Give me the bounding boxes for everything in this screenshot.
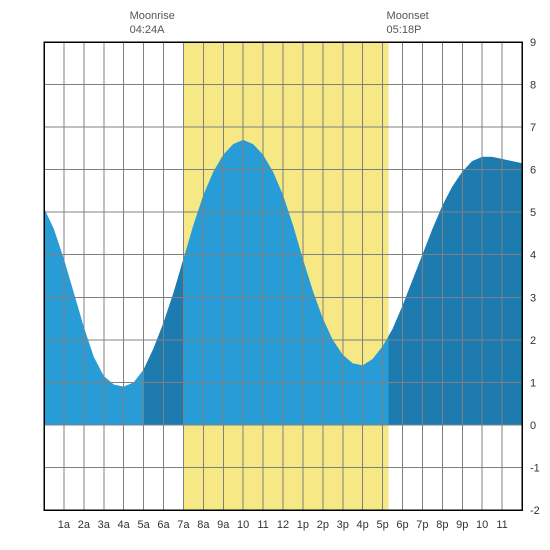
svg-text:6: 6 (530, 165, 536, 177)
svg-text:2a: 2a (78, 519, 91, 531)
svg-text:-1: -1 (530, 462, 540, 474)
svg-text:5a: 5a (137, 519, 150, 531)
svg-text:8p: 8p (436, 519, 448, 531)
svg-text:1p: 1p (297, 519, 309, 531)
svg-text:7: 7 (530, 122, 536, 134)
svg-text:1a: 1a (58, 519, 71, 531)
moonset-label: Moonset 05:18P (387, 10, 429, 38)
svg-text:-2: -2 (530, 505, 540, 517)
svg-text:5p: 5p (376, 519, 388, 531)
svg-text:9a: 9a (217, 519, 230, 531)
svg-text:8a: 8a (197, 519, 210, 531)
svg-text:4p: 4p (357, 519, 369, 531)
moonrise-label: Moonrise 04:24A (130, 10, 175, 38)
svg-text:11: 11 (257, 519, 268, 531)
svg-text:4a: 4a (118, 519, 131, 531)
svg-text:3: 3 (530, 292, 536, 304)
svg-text:9p: 9p (456, 519, 468, 531)
svg-text:10: 10 (476, 519, 488, 531)
svg-text:6a: 6a (157, 519, 170, 531)
svg-text:6p: 6p (396, 519, 408, 531)
svg-text:10: 10 (237, 519, 249, 531)
chart-svg: -2-101234567891a2a3a4a5a6a7a8a9a1011121p… (0, 0, 550, 550)
svg-text:2p: 2p (317, 519, 329, 531)
svg-text:2: 2 (530, 335, 536, 347)
moonset-text: Moonset (387, 10, 429, 24)
svg-text:7p: 7p (416, 519, 428, 531)
svg-text:12: 12 (277, 519, 289, 531)
svg-text:7a: 7a (177, 519, 190, 531)
tide-chart: -2-101234567891a2a3a4a5a6a7a8a9a1011121p… (0, 0, 550, 550)
svg-text:8: 8 (530, 80, 536, 92)
svg-text:3p: 3p (337, 519, 349, 531)
moonrise-text: Moonrise (130, 10, 175, 24)
moonset-time: 05:18P (387, 24, 429, 38)
svg-text:5: 5 (530, 207, 536, 219)
svg-text:0: 0 (530, 420, 536, 432)
svg-text:1: 1 (530, 377, 536, 389)
svg-text:11: 11 (496, 519, 507, 531)
svg-text:3a: 3a (98, 519, 111, 531)
svg-text:4: 4 (530, 250, 536, 262)
moonrise-time: 04:24A (130, 24, 175, 38)
svg-text:9: 9 (530, 37, 536, 49)
